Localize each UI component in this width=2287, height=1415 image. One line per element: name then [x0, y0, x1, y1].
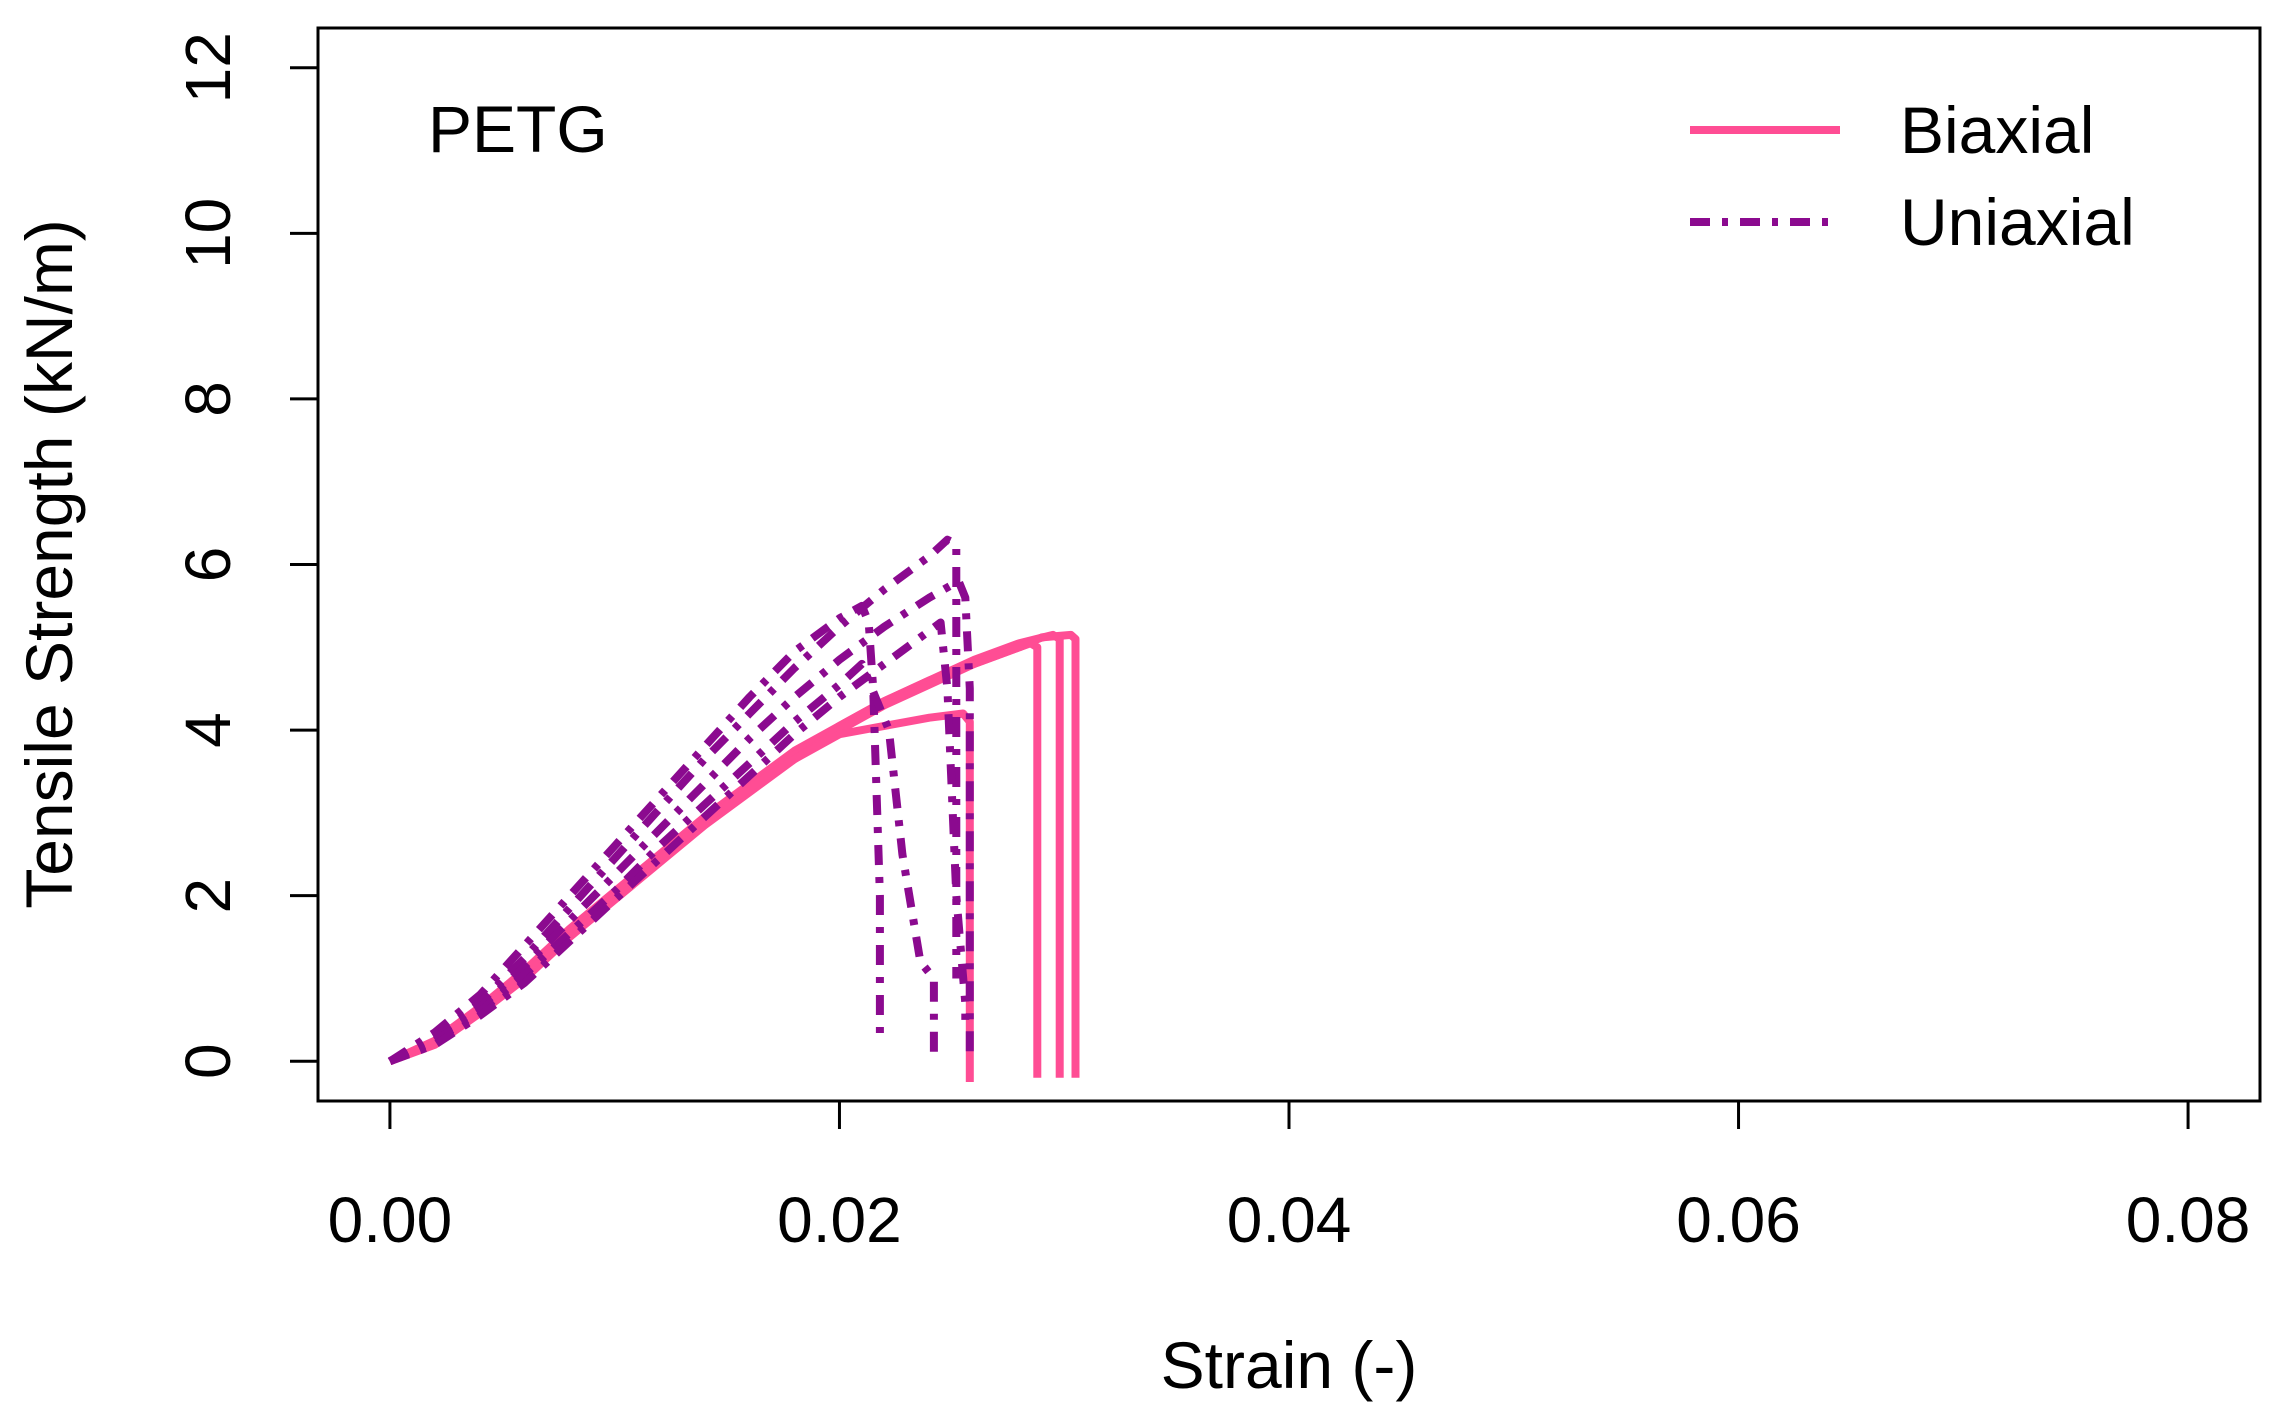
- legend-label-uniaxial: Uniaxial: [1900, 185, 2135, 259]
- y-axis-title: Tensile Strength (kN/m): [12, 219, 86, 909]
- y-tick-label: 10: [172, 198, 244, 269]
- y-tick-label: 6: [172, 547, 244, 583]
- x-tick-label: 0.06: [1676, 1184, 1801, 1256]
- legend: Biaxial Uniaxial: [1690, 93, 2135, 259]
- series-line-uniaxial-7: [388, 577, 974, 1065]
- y-tick-label: 0: [172, 1043, 244, 1079]
- x-axis: 0.00 0.02 0.04 0.06 0.08: [328, 1099, 2251, 1256]
- legend-label-biaxial: Biaxial: [1900, 93, 2094, 167]
- panel-label: PETG: [428, 92, 608, 166]
- series-line-uniaxial-9: [388, 618, 970, 1066]
- x-tick-label: 0.08: [2126, 1184, 2251, 1256]
- series-line-uniaxial-6: [387, 535, 961, 1065]
- x-tick-label: 0.00: [328, 1184, 453, 1256]
- series-line-uniaxial-5: [387, 601, 884, 1065]
- series-layer: [387, 535, 1080, 1082]
- x-tick-label: 0.02: [777, 1184, 902, 1256]
- x-tick-label: 0.04: [1227, 1184, 1352, 1256]
- y-tick-label: 2: [172, 878, 244, 914]
- y-tick-label: 12: [172, 32, 244, 103]
- y-tick-label: 8: [172, 381, 244, 417]
- x-axis-title: Strain (-): [1161, 1328, 1418, 1402]
- series-line-uniaxial-8: [388, 659, 938, 1065]
- y-tick-label: 4: [172, 712, 244, 748]
- y-axis: 0 2 4 6 8 10 12: [172, 32, 320, 1079]
